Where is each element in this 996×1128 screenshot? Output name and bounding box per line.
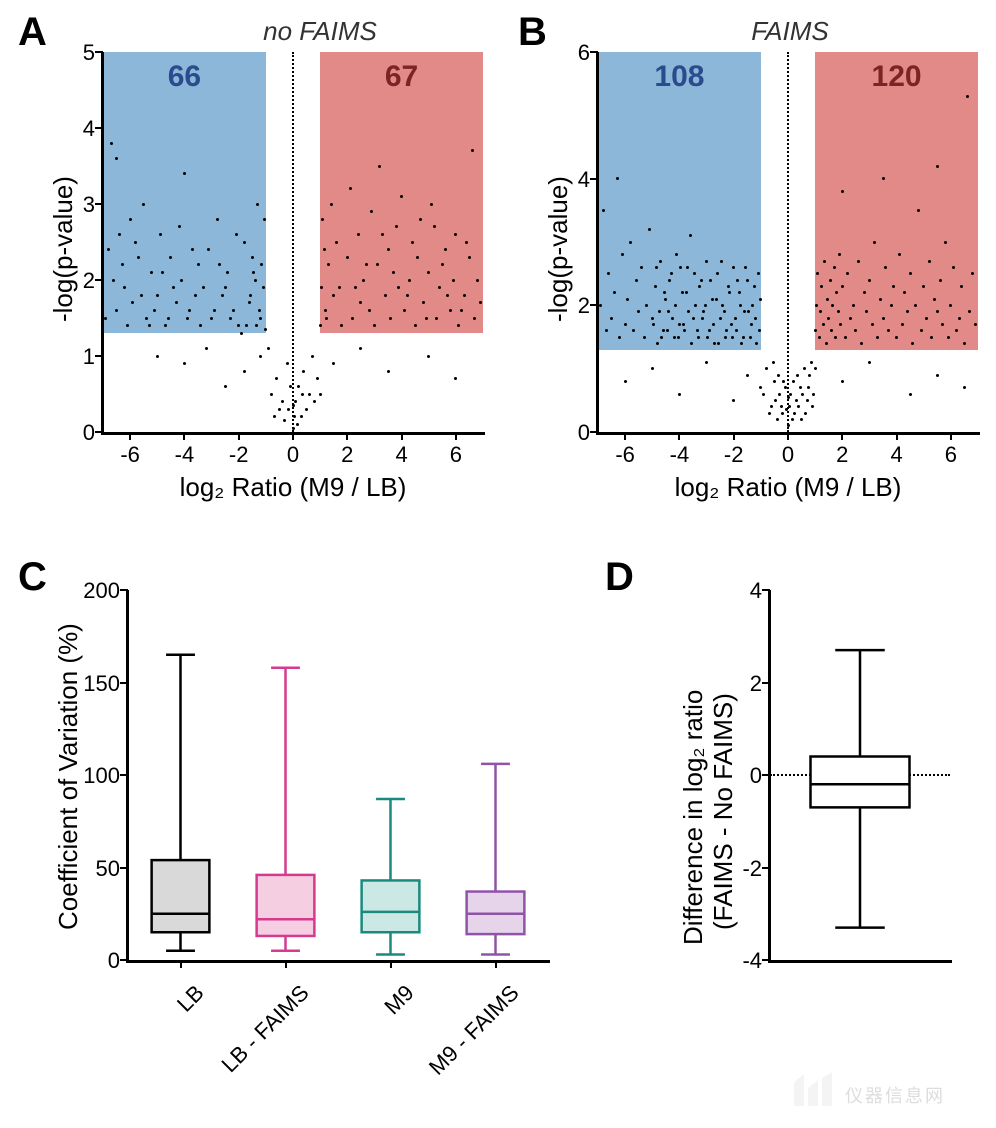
panel-a-plot — [103, 52, 483, 432]
panel-b-label: B — [518, 10, 547, 55]
panel-b-plot — [598, 52, 978, 432]
panel-d-ylabel1: Difference in log₂ ratio — [678, 690, 709, 945]
watermark-icon — [790, 1070, 838, 1115]
panel-c-label: C — [18, 555, 47, 600]
panel-d-plot — [770, 590, 950, 960]
panel-a-label: A — [18, 10, 47, 55]
panel-d-ylabel2: (FAIMS - No FAIMS) — [708, 693, 739, 930]
panel-d-label: D — [605, 555, 634, 600]
panel-c-plot — [128, 590, 548, 960]
watermark-text: 仪器信息网 — [845, 1082, 945, 1108]
panel-b-title: FAIMS — [660, 16, 920, 47]
panel-a-title: no FAIMS — [170, 16, 470, 47]
